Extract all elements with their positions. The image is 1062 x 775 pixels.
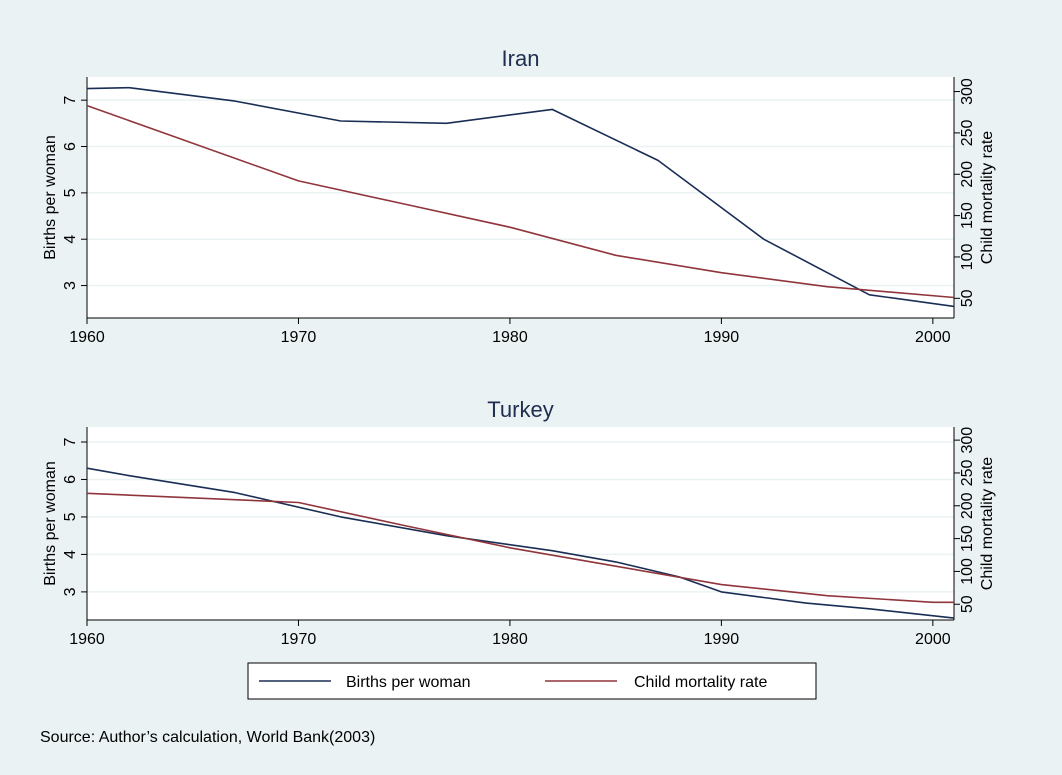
y-tick-label-turkey-4: 4 bbox=[62, 550, 79, 559]
y2-tick-label-iran-250: 250 bbox=[959, 119, 976, 146]
legend: Births per woman Child mortality rate bbox=[247, 662, 817, 700]
y-tick-label-iran-3: 3 bbox=[62, 281, 79, 290]
legend-box bbox=[247, 662, 817, 700]
y2-axis-label-iran: Child mortality rate bbox=[979, 131, 996, 264]
y2-tick-label-iran-200: 200 bbox=[959, 161, 976, 188]
y2-tick-label-iran-300: 300 bbox=[959, 78, 976, 105]
y2-tick-label-iran-100: 100 bbox=[959, 244, 976, 271]
y2-tick-label-turkey-250: 250 bbox=[959, 460, 976, 487]
series-line-iran-births-per-woman bbox=[86, 86, 955, 308]
x-tick-label-turkey-1970: 1970 bbox=[281, 631, 317, 648]
x-tick-label-turkey-1980: 1980 bbox=[492, 631, 528, 648]
y-tick-label-iran-6: 6 bbox=[62, 142, 79, 151]
x-tick-label-iran-1960: 1960 bbox=[69, 329, 105, 346]
series-line-turkey-child-mortality-rate bbox=[86, 492, 954, 604]
x-tick-label-turkey-2000: 2000 bbox=[915, 631, 951, 648]
legend-label-child-mortality-rate: Child mortality rate bbox=[634, 674, 767, 691]
y-tick-label-iran-4: 4 bbox=[62, 235, 79, 244]
source-note: Source: Author’s calculation, World Bank… bbox=[40, 729, 375, 746]
y-tick-label-iran-7: 7 bbox=[62, 96, 79, 105]
x-tick-label-turkey-1960: 1960 bbox=[69, 631, 105, 648]
y2-tick-label-turkey-300: 300 bbox=[959, 427, 976, 454]
x-tick-label-iran-1990: 1990 bbox=[704, 329, 740, 346]
plot-area-turkey bbox=[87, 427, 954, 620]
x-tick-label-iran-1970: 1970 bbox=[281, 329, 317, 346]
y-tick-label-turkey-3: 3 bbox=[62, 587, 79, 596]
y2-tick-label-turkey-100: 100 bbox=[959, 558, 976, 585]
x-tick-label-turkey-1990: 1990 bbox=[704, 631, 740, 648]
series-line-turkey-births-per-woman bbox=[86, 467, 955, 619]
chart-title-iran: Iran bbox=[502, 46, 540, 71]
y2-axis-label-turkey: Child mortality rate bbox=[979, 457, 996, 590]
x-tick-label-iran-1980: 1980 bbox=[492, 329, 528, 346]
y-axis-label-turkey: Births per woman bbox=[42, 461, 59, 586]
plot-area-iran bbox=[87, 77, 954, 318]
y2-tick-label-iran-150: 150 bbox=[959, 202, 976, 229]
chart-title-turkey: Turkey bbox=[487, 397, 553, 422]
legend-label-births-per-woman: Births per woman bbox=[346, 674, 471, 691]
y2-tick-label-turkey-150: 150 bbox=[959, 525, 976, 552]
y-tick-label-turkey-7: 7 bbox=[62, 437, 79, 446]
panel-turkey: Turkey 1960 1970 1980 1990 2000 3 4 5 6 7 50 100 150 2… bbox=[42, 397, 996, 648]
y-axis-label-iran: Births per woman bbox=[42, 135, 59, 260]
panel-iran: Iran 1960 1970 1980 1990 2000 3 4 5 6 7 50 100 150 200… bbox=[42, 46, 996, 346]
series-line-iran-child-mortality-rate bbox=[86, 104, 955, 299]
y-tick-label-iran-5: 5 bbox=[62, 188, 79, 197]
y-tick-label-turkey-6: 6 bbox=[62, 475, 79, 484]
x-tick-label-iran-2000: 2000 bbox=[915, 329, 951, 346]
y2-tick-label-turkey-200: 200 bbox=[959, 492, 976, 519]
y2-tick-label-iran-50: 50 bbox=[959, 289, 976, 307]
y2-tick-label-turkey-50: 50 bbox=[959, 595, 976, 613]
y-tick-label-turkey-5: 5 bbox=[62, 512, 79, 521]
